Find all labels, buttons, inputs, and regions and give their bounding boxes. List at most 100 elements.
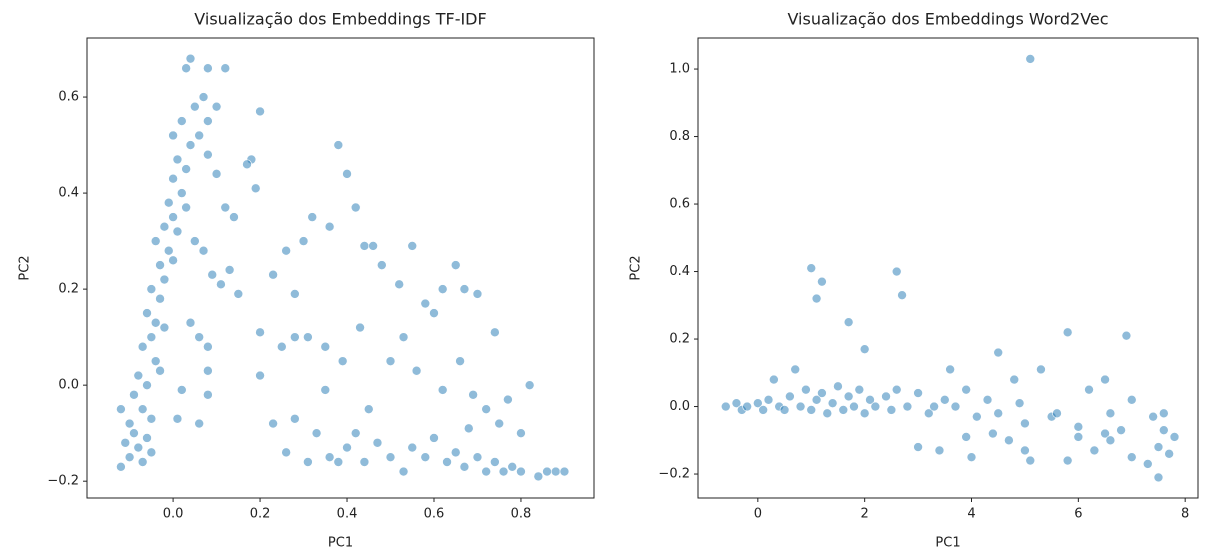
point bbox=[398, 466, 409, 477]
point bbox=[982, 394, 993, 405]
point bbox=[268, 418, 278, 429]
point bbox=[1159, 425, 1169, 435]
point bbox=[359, 241, 370, 251]
point bbox=[385, 452, 396, 462]
point bbox=[407, 442, 418, 453]
point bbox=[190, 236, 200, 246]
point bbox=[886, 405, 897, 415]
y-tick-label: 0.4 bbox=[58, 186, 79, 201]
point bbox=[1089, 445, 1100, 456]
point bbox=[1025, 455, 1036, 466]
point bbox=[155, 260, 165, 270]
point bbox=[801, 384, 811, 395]
point bbox=[281, 245, 291, 256]
point bbox=[229, 212, 239, 222]
point bbox=[859, 344, 870, 354]
point bbox=[146, 332, 157, 342]
point bbox=[137, 404, 148, 414]
point bbox=[795, 401, 806, 412]
y-tick-label: 0.0 bbox=[669, 399, 690, 414]
x-tick-label: 0.8 bbox=[511, 507, 532, 522]
point bbox=[1014, 398, 1025, 408]
point bbox=[233, 289, 244, 299]
point bbox=[507, 461, 518, 472]
point bbox=[359, 457, 370, 467]
point bbox=[806, 263, 817, 273]
point bbox=[1009, 374, 1020, 385]
point bbox=[913, 388, 923, 398]
point bbox=[133, 370, 144, 381]
point bbox=[490, 327, 500, 338]
point bbox=[203, 365, 213, 376]
point bbox=[181, 202, 191, 213]
point bbox=[168, 255, 178, 266]
point bbox=[1062, 455, 1073, 466]
point bbox=[859, 408, 870, 419]
point bbox=[211, 101, 222, 112]
point bbox=[472, 452, 483, 462]
point bbox=[281, 447, 291, 458]
point bbox=[742, 401, 752, 412]
point bbox=[124, 452, 135, 462]
point bbox=[870, 401, 881, 412]
point bbox=[1020, 418, 1030, 429]
point bbox=[550, 466, 561, 477]
point bbox=[785, 391, 795, 402]
point bbox=[838, 405, 849, 415]
point bbox=[176, 116, 187, 126]
point bbox=[891, 384, 902, 395]
point bbox=[159, 274, 170, 285]
point bbox=[220, 202, 231, 213]
x-tick-label: 0.4 bbox=[337, 507, 358, 522]
point bbox=[950, 401, 961, 412]
point bbox=[854, 384, 865, 395]
point bbox=[116, 404, 126, 414]
x-tick-label: 0.6 bbox=[424, 507, 445, 522]
point bbox=[150, 317, 161, 328]
y-tick-label: 0.8 bbox=[669, 129, 690, 144]
y-tick-label: 0.2 bbox=[58, 282, 79, 297]
point bbox=[181, 164, 191, 174]
point bbox=[988, 428, 998, 439]
axes-frame bbox=[697, 37, 1199, 499]
point bbox=[385, 356, 396, 366]
point bbox=[503, 394, 513, 405]
y-tick-label: 0.0 bbox=[58, 378, 79, 393]
point bbox=[923, 408, 934, 419]
point bbox=[142, 308, 152, 318]
point bbox=[542, 466, 552, 477]
point bbox=[498, 466, 509, 477]
point bbox=[172, 154, 183, 165]
point bbox=[368, 241, 378, 251]
point bbox=[891, 266, 902, 277]
point bbox=[459, 284, 470, 294]
x-tick-label: 2 bbox=[861, 507, 869, 522]
point bbox=[146, 447, 157, 458]
point bbox=[463, 423, 474, 434]
point bbox=[1169, 432, 1180, 442]
point bbox=[1148, 411, 1158, 422]
point bbox=[194, 130, 204, 141]
point bbox=[159, 221, 170, 232]
point bbox=[420, 452, 431, 462]
y-tick-label: 0.4 bbox=[669, 264, 690, 279]
point bbox=[455, 356, 465, 366]
point bbox=[817, 276, 827, 287]
point bbox=[333, 457, 344, 467]
point bbox=[255, 106, 265, 117]
point bbox=[159, 322, 170, 333]
point bbox=[194, 332, 204, 342]
point bbox=[377, 260, 387, 270]
point bbox=[276, 341, 287, 352]
point bbox=[966, 452, 977, 462]
point bbox=[468, 389, 478, 400]
point bbox=[763, 394, 774, 405]
point bbox=[811, 394, 822, 405]
plot: Visualização dos Embeddings TF-IDF PC1 PC2… bbox=[18, 10, 595, 551]
point bbox=[337, 356, 348, 366]
point bbox=[1020, 445, 1030, 456]
point bbox=[1153, 472, 1164, 483]
point bbox=[146, 284, 157, 294]
point bbox=[811, 293, 822, 304]
